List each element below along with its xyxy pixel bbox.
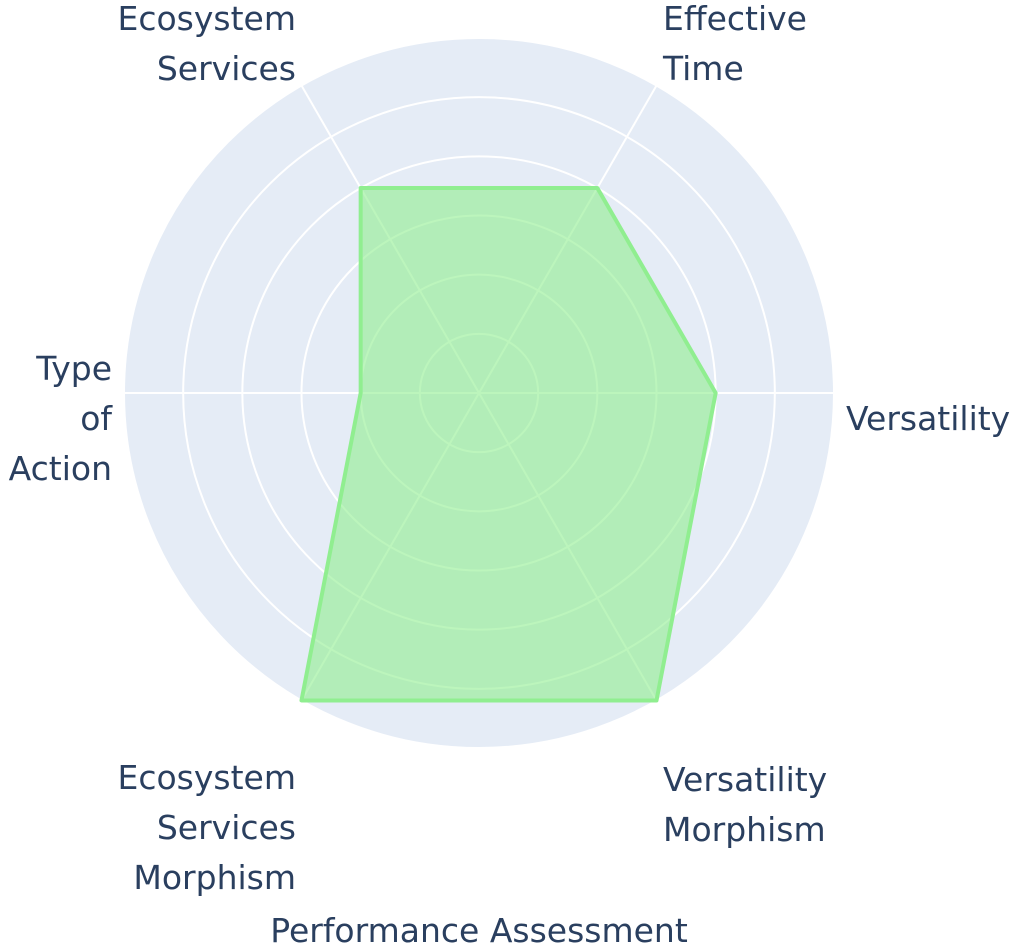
category-label: Versatility — [846, 399, 1010, 438]
category-label: Ecosystem Services — [118, 0, 297, 88]
category-label: Effective Time — [662, 0, 807, 88]
chart-title: Performance Assessment — [270, 911, 688, 948]
category-label: Ecosystem Services Morphism — [118, 758, 297, 897]
radar-area — [299, 186, 718, 703]
category-label: Type of Action — [9, 349, 114, 488]
category-label: Versatility Morphism — [663, 760, 827, 849]
